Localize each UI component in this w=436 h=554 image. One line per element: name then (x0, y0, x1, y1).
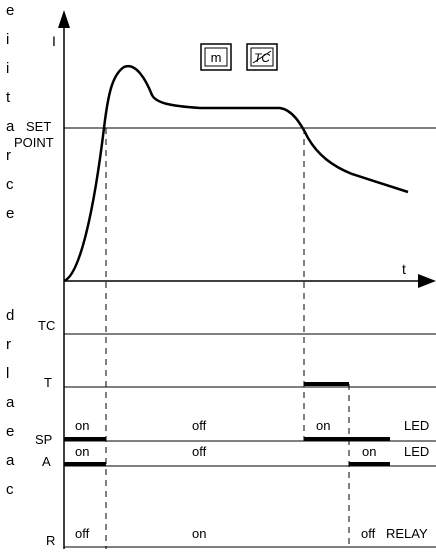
tc-strike-icon (252, 50, 272, 64)
margin-letter: r (6, 336, 11, 353)
r-row-label: R (46, 533, 55, 548)
sp-row-tail-label: LED (404, 418, 429, 433)
sp-state-1: on (75, 418, 89, 433)
mode-box-m: m (200, 43, 232, 71)
tc-row-label: TC (38, 318, 55, 333)
margin-letter: e (6, 205, 14, 222)
y-axis-arrowhead (58, 10, 70, 28)
a-state-1: on (75, 444, 89, 459)
sp-row-label: SP (35, 432, 52, 447)
a-state-3: on (362, 444, 376, 459)
a-row-label: A (42, 454, 51, 469)
setpoint-label-line2: POINT (14, 135, 54, 150)
margin-letter: a (6, 394, 15, 411)
x-axis-arrowhead (418, 274, 436, 288)
margin-letter: a (6, 118, 15, 135)
left-margin-fragments: e i i t a r c e d r l a e a c (6, 2, 15, 498)
margin-letter: d (6, 307, 14, 324)
r-row-tail-label: RELAY (386, 526, 428, 541)
margin-letter: e (6, 2, 14, 19)
margin-letter: i (6, 60, 9, 77)
t-row-label: T (44, 375, 52, 390)
margin-letter: l (6, 365, 9, 382)
y-axis-label: I (52, 33, 56, 49)
current-curve (63, 64, 409, 283)
margin-letter: a (6, 452, 15, 469)
x-axis-label: t (402, 261, 406, 277)
margin-letter: t (6, 89, 11, 106)
a-row-tail-label: LED (404, 444, 429, 459)
margin-letter: e (6, 423, 14, 440)
margin-letter: c (6, 481, 14, 498)
r-state-2: on (192, 526, 206, 541)
sp-state-2: off (192, 418, 207, 433)
setpoint-label-line1: SET (26, 119, 51, 134)
margin-letter: i (6, 31, 9, 48)
sp-state-3: on (316, 418, 330, 433)
mode-box-tc: TC (246, 43, 278, 71)
margin-letter: r (6, 147, 11, 164)
a-state-2: off (192, 444, 207, 459)
mode-box-m-text: m (211, 50, 222, 65)
r-state-3: off (361, 526, 376, 541)
r-state-1: off (75, 526, 90, 541)
margin-letter: c (6, 176, 14, 193)
